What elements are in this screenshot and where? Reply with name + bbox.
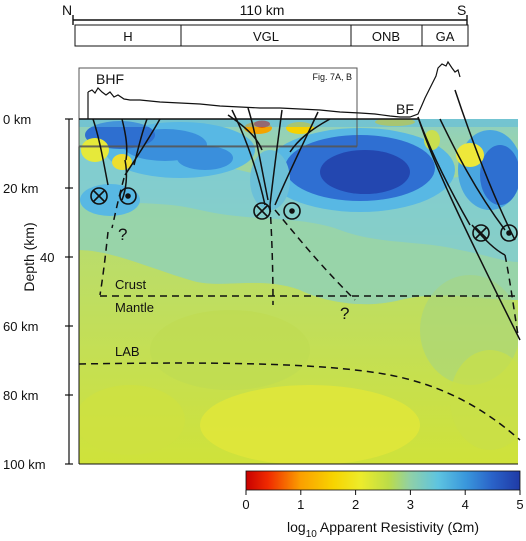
zone-h: H (123, 29, 132, 44)
interpreted-boundaries (78, 177, 521, 441)
north-label: N (62, 2, 72, 18)
question-mark-1: ? (118, 225, 127, 244)
lab-line (78, 362, 521, 441)
colorbar-tick-label: 5 (516, 497, 523, 512)
depth-tick-0: 0 km (3, 112, 31, 127)
fault-label-bhf: BHF (96, 71, 124, 87)
colorbar-gradient (245, 470, 521, 491)
strike-slip-symbols (90, 187, 518, 242)
scale-label: 110 km (240, 2, 285, 18)
inset-label: Fig. 7A, B (312, 72, 352, 82)
mantle-label: Mantle (115, 300, 154, 315)
zone-ga: GA (436, 29, 455, 44)
colorbar-tick-label: 2 (352, 497, 359, 512)
south-label: S (457, 2, 466, 18)
inset-box (78, 67, 358, 147)
depth-axis: 0 km 20 km 40 60 km 80 km 100 km Depth (… (3, 112, 73, 472)
depth-axis-label: Depth (km) (21, 222, 37, 291)
depth-tick-100: 100 km (3, 457, 46, 472)
colorbar: 0 1 2 3 4 5 log10 Apparent Resistivity (Ωm) (242, 470, 524, 540)
colorbar-tick-label: 1 (297, 497, 304, 512)
depth-tick-20: 20 km (3, 181, 38, 196)
depth-tick-80: 80 km (3, 388, 38, 403)
colorbar-label: log10 Apparent Resistivity (Ωm) (287, 519, 479, 540)
fault-label-bf: BF (396, 101, 414, 117)
zone-strip (74, 24, 469, 47)
depth-tick-60: 60 km (3, 319, 38, 334)
fault-lines (92, 89, 521, 341)
topography-line (87, 60, 461, 118)
crust-label: Crust (115, 277, 146, 292)
lab-label: LAB (115, 344, 140, 359)
colorbar-tick-label: 0 (242, 497, 249, 512)
colorbar-tick-label: 4 (462, 497, 469, 512)
zone-vgl: VGL (253, 29, 279, 44)
question-mark-2: ? (340, 304, 349, 323)
resistivity-model (79, 119, 518, 464)
profile-header: N 110 km S H VGL ONB GA (62, 2, 469, 47)
depth-tick-40: 40 (40, 250, 54, 265)
zone-onb: ONB (372, 29, 400, 44)
colorbar-tick-label: 3 (407, 497, 414, 512)
